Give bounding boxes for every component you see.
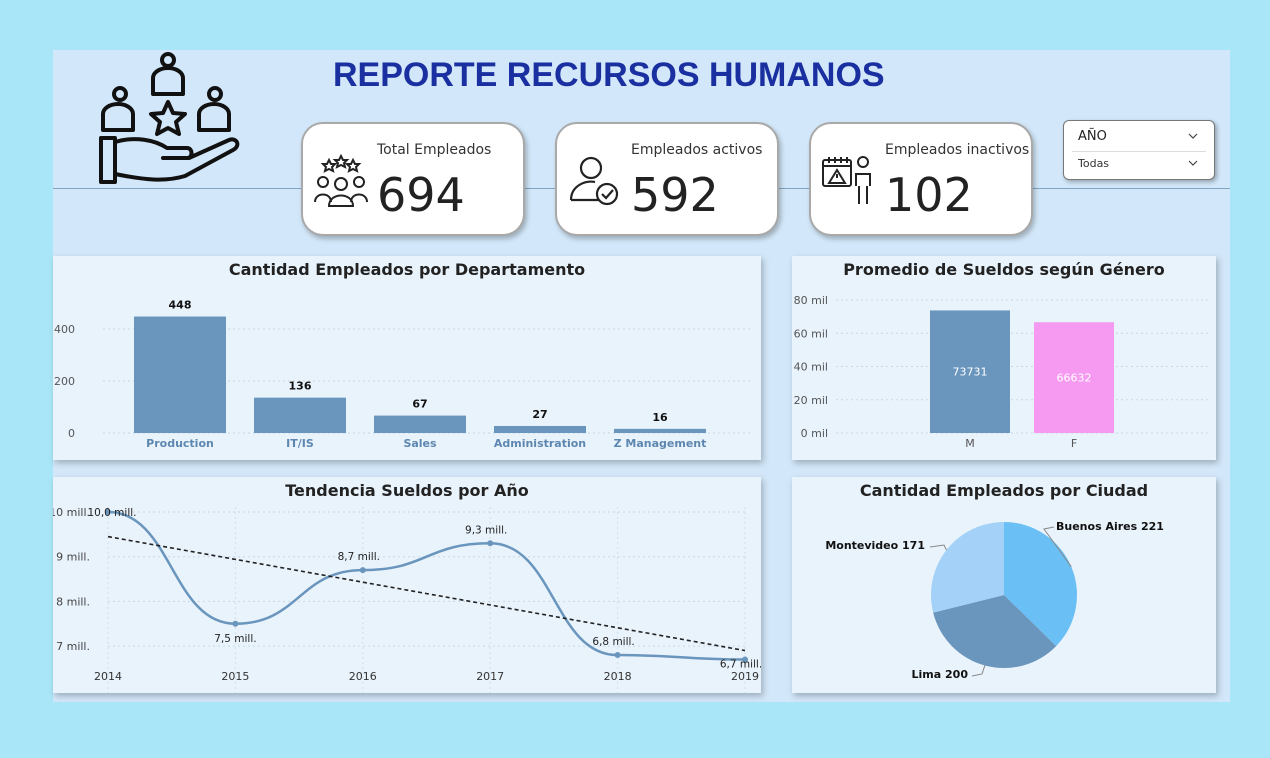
hand-people-star-icon (93, 50, 243, 190)
pie-label: Lima 200 (912, 668, 969, 681)
group-stars-icon (313, 154, 369, 210)
bar (494, 426, 586, 433)
slicer-value[interactable]: Todas (1078, 157, 1109, 170)
pie-label: Montevideo 171 (825, 539, 925, 552)
trend-line (108, 537, 745, 651)
y-tick-label: 60 mil (794, 327, 828, 340)
slicer-label: AÑO (1078, 129, 1107, 144)
page-title: REPORTE RECURSOS HUMANOS (333, 56, 885, 95)
x-tick-label: 2015 (221, 670, 249, 683)
kpi-label: Empleados inactivos (885, 142, 1029, 158)
kpi-value: 592 (631, 168, 719, 222)
calendar-warning-person-icon (821, 154, 877, 210)
chevron-down-icon[interactable] (1188, 131, 1198, 141)
x-tick-label: 2019 (731, 670, 759, 683)
data-label: 16 (652, 411, 668, 424)
gender-chart-panel: Promedio de Sueldos según Género 0 mil 20… (792, 256, 1216, 460)
kpi-value: 102 (885, 168, 973, 222)
x-tick-label: Z Management (614, 437, 707, 450)
data-label: 27 (532, 408, 547, 421)
kpi-card-total: Total Empleados 694 (301, 122, 525, 236)
user-check-icon (567, 154, 623, 210)
bar (614, 429, 706, 433)
pie-label: Buenos Aires 221 (1056, 520, 1164, 533)
data-point (615, 652, 621, 658)
dept-chart-panel: Cantidad Empleados por Departamento 0 200… (53, 256, 761, 460)
y-tick-label: 20 mil (794, 394, 828, 407)
data-label: 6,7 mill. (720, 659, 761, 671)
dashboard-canvas: REPORTE RECURSOS HUMANOS Total Empleados… (53, 50, 1230, 702)
bar (134, 317, 226, 433)
data-label: 7,5 mill. (214, 633, 256, 645)
data-label: 10,0 mill. (87, 507, 136, 519)
x-tick-label: Production (146, 437, 214, 450)
bar (374, 416, 466, 433)
salary-trend-panel: Tendencia Sueldos por Año 7 mill. 8 mill.… (53, 477, 761, 693)
x-tick-label: 2016 (349, 670, 377, 683)
leader-line (930, 545, 946, 550)
kpi-value: 694 (377, 168, 465, 222)
data-point (487, 540, 493, 546)
dept-bar-chart: 0 200 400 448 Production 136 IT/IS 67 Sales 27 Adm… (53, 256, 761, 460)
y-tick-label: 80 mil (794, 294, 828, 307)
data-point (360, 567, 366, 573)
data-point (232, 621, 238, 627)
data-label: 8,7 mill. (338, 551, 380, 563)
data-label: 448 (169, 299, 192, 312)
slicer-divider (1072, 151, 1206, 152)
leader-line (972, 665, 985, 676)
city-pie-chart: Buenos Aires 221 Lima 200 Montevideo 171 (792, 477, 1216, 693)
y-tick-label: 40 mil (794, 361, 828, 374)
chevron-down-icon[interactable] (1188, 158, 1198, 168)
gender-bar-chart: 0 mil 20 mil 40 mil 60 mil 80 mil 73731 M 66632… (792, 256, 1216, 460)
x-tick-label: M (965, 437, 975, 450)
year-slicer[interactable]: AÑO Todas (1063, 120, 1215, 180)
data-label: 9,3 mill. (465, 524, 507, 536)
city-chart-panel: Cantidad Empleados por Ciudad Buenos Air… (792, 477, 1216, 693)
x-tick-label: Administration (494, 437, 586, 450)
x-tick-label: 2017 (476, 670, 504, 683)
data-label: 136 (289, 380, 312, 393)
y-tick-label: 400 (54, 323, 75, 336)
data-label: 6,8 mill. (592, 636, 634, 648)
kpi-card-inactive: Empleados inactivos 102 (809, 122, 1033, 236)
kpi-label: Total Empleados (377, 142, 491, 158)
x-tick-label: F (1071, 437, 1077, 450)
y-tick-label: 7 mill. (56, 640, 90, 653)
y-tick-label: 0 (68, 427, 75, 440)
x-tick-label: Sales (403, 437, 437, 450)
data-label: 66632 (1057, 372, 1092, 385)
y-tick-label: 10 mill. (53, 506, 90, 519)
bar (254, 398, 346, 433)
data-label: 73731 (953, 366, 988, 379)
y-tick-label: 8 mill. (56, 595, 90, 608)
salary-line (108, 512, 745, 660)
x-tick-label: 2014 (94, 670, 122, 683)
x-tick-label: IT/IS (286, 437, 314, 450)
x-tick-label: 2018 (604, 670, 632, 683)
y-tick-label: 0 mil (801, 427, 828, 440)
kpi-label: Empleados activos (631, 142, 762, 158)
salary-line-chart: 7 mill. 8 mill. 9 mill. 10 mill. 2014 2015 201… (53, 477, 761, 693)
kpi-card-active: Empleados activos 592 (555, 122, 779, 236)
data-label: 67 (412, 398, 427, 411)
y-tick-label: 200 (54, 375, 75, 388)
y-tick-label: 9 mill. (56, 551, 90, 564)
